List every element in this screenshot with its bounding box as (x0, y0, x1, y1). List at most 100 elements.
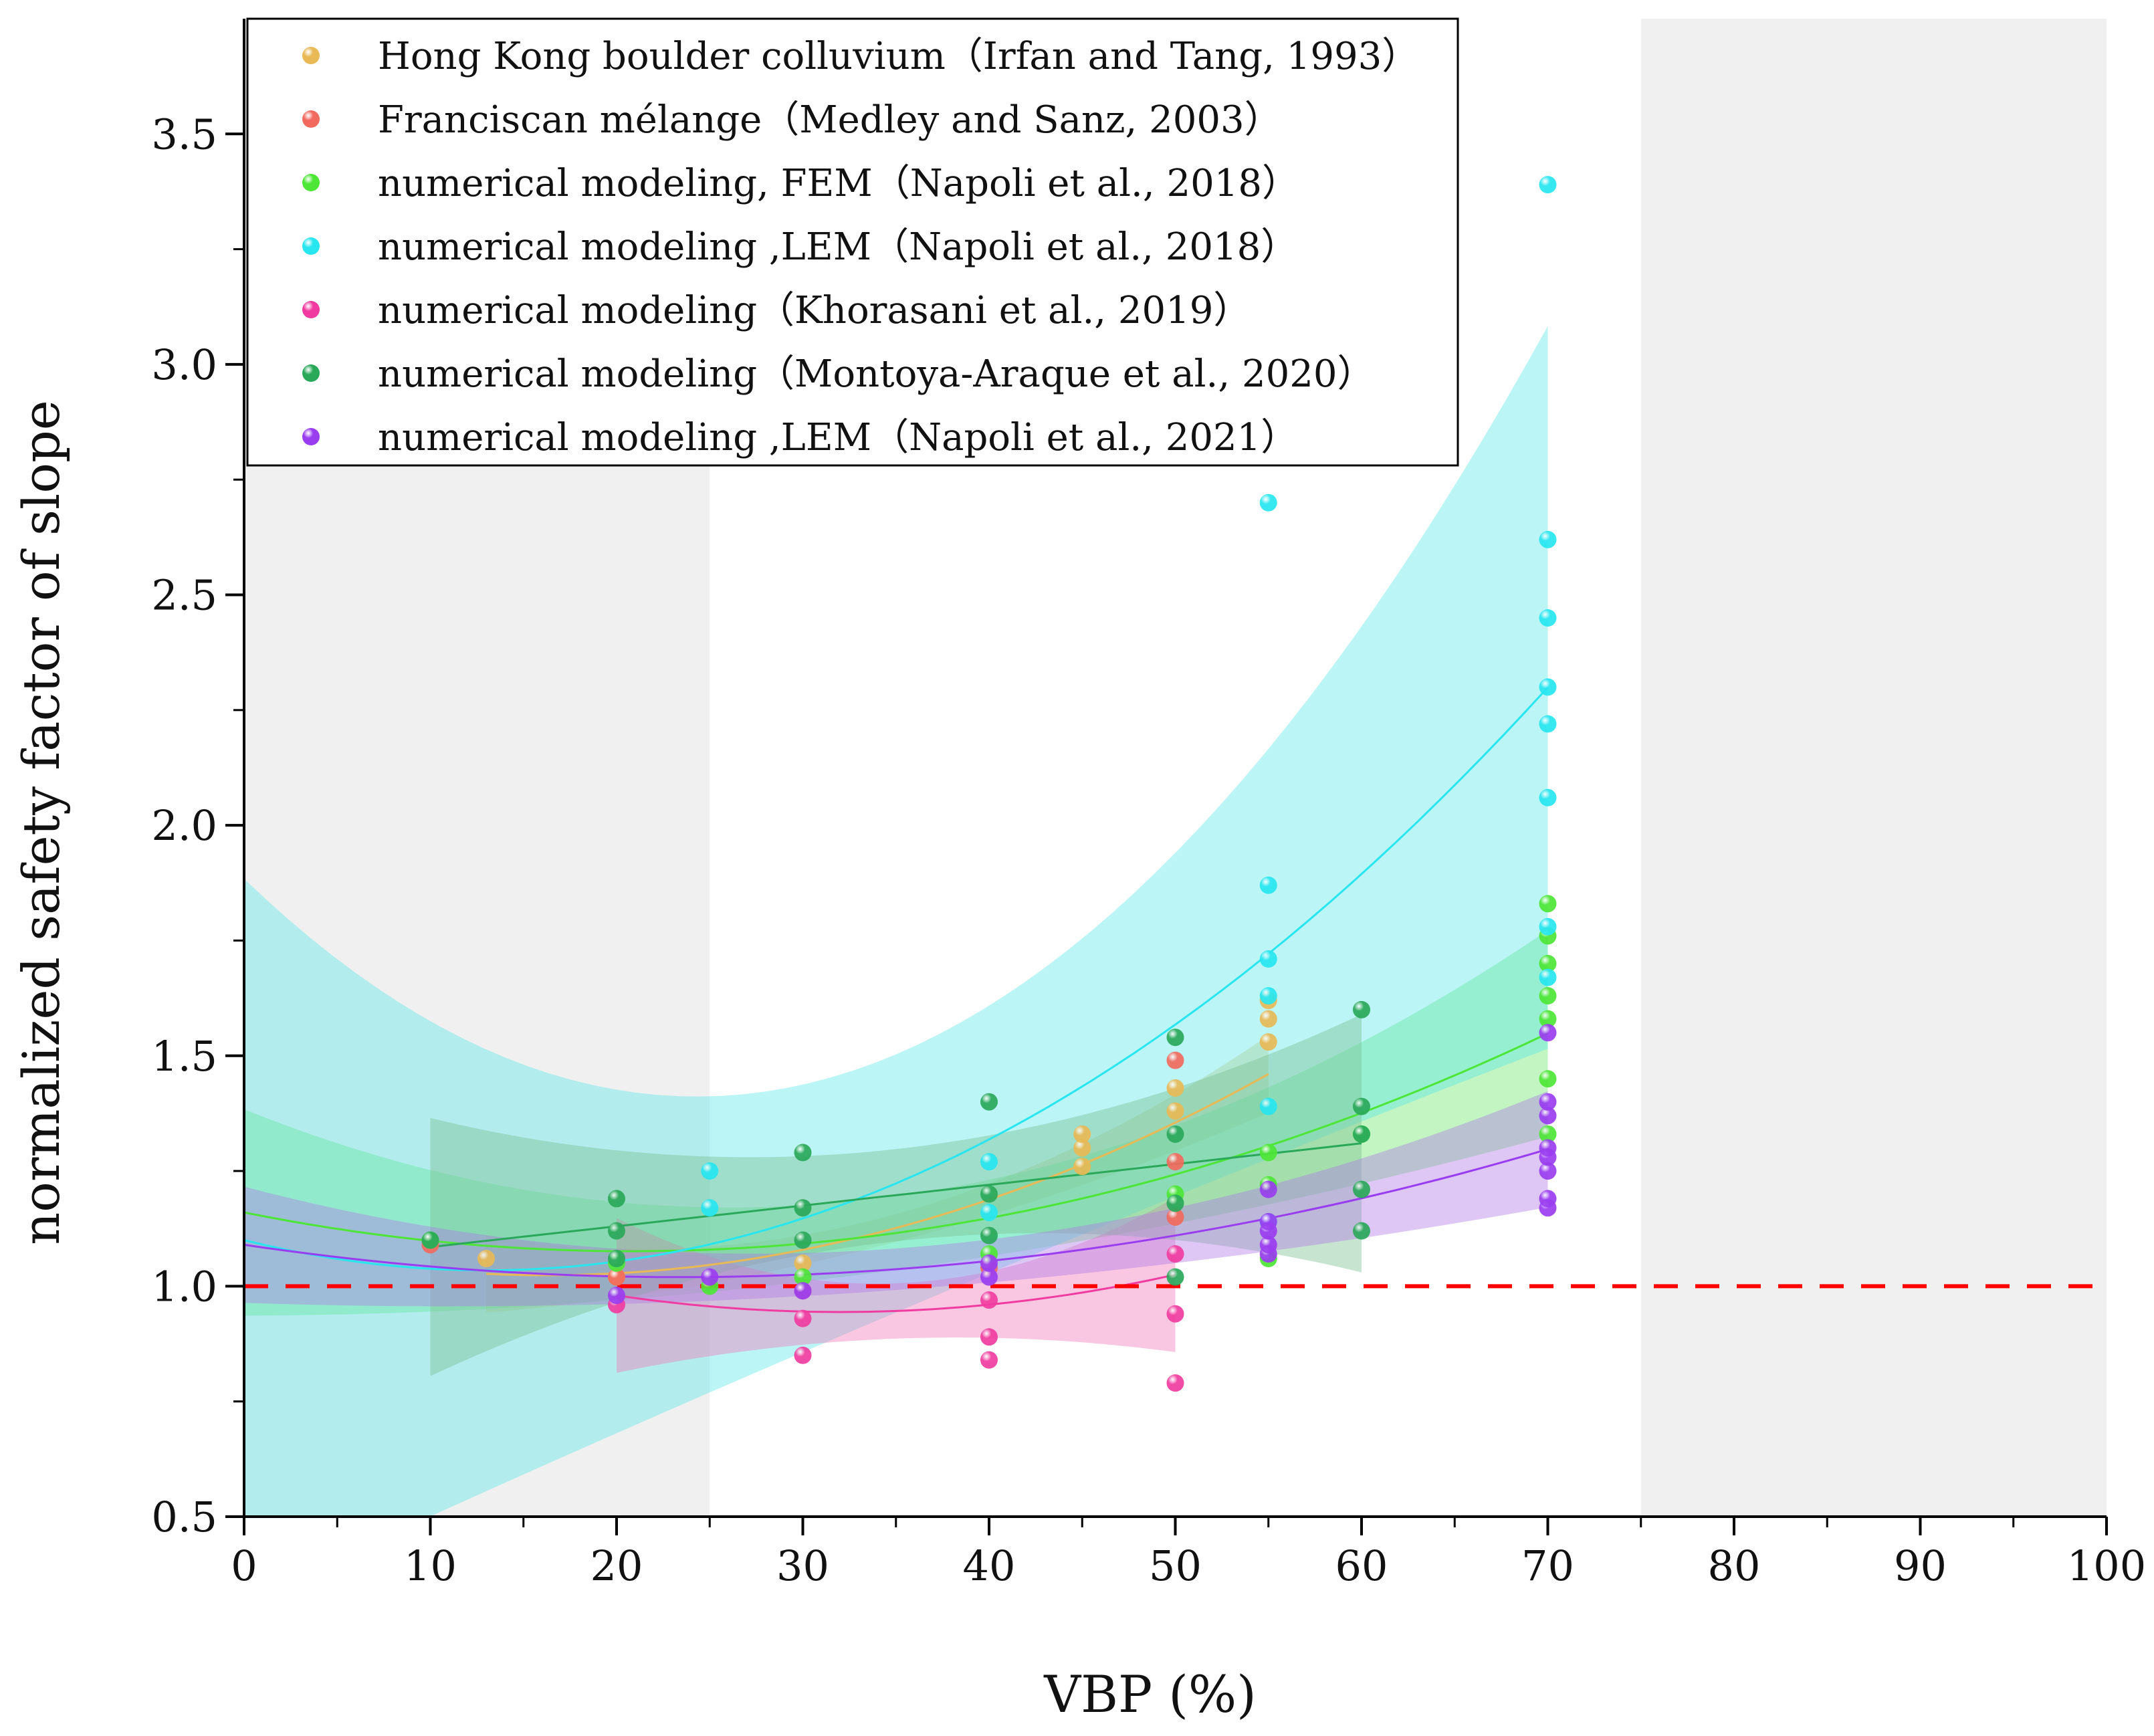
y-axis-title: normalized safety factor of slope (11, 400, 71, 1244)
point-hong-kong-boulder-colluvium-irfan-and-ta-5 (1073, 1125, 1091, 1143)
axes: 0 10 20 30 40 50 60 70 80 90 100 0.5 1.0 1.5 2.0 2.5 3.0… (151, 19, 2146, 1590)
point-franciscan-m-lange-medley-and-sanz-2003-6 (1166, 1051, 1184, 1069)
point-numerical-modeling-lem-napoli-et-al-2018-17 (1539, 176, 1557, 194)
y-tick-label-1.5: 1.5 (151, 1032, 217, 1081)
point-numerical-modeling-khorasani-et-al-2019-1 (794, 1309, 812, 1327)
point-numerical-modeling-montoya-araque-et-al--1 (608, 1190, 625, 1208)
point-numerical-modeling-lem-napoli-et-al-2018-10 (1539, 968, 1557, 986)
point-numerical-modeling-khorasani-et-al-2019-8 (1166, 1374, 1184, 1392)
point-numerical-modeling-montoya-araque-et-al--0 (421, 1231, 439, 1249)
point-numerical-modeling-montoya-araque-et-al--6 (794, 1231, 812, 1249)
point-numerical-modeling-lem-napoli-et-al-2021-16 (1539, 1093, 1557, 1111)
legend-marker-numerical-modeling-fem-napoli-et-al-2018 (302, 174, 320, 191)
legend-label-numerical-modeling-montoya-araque-et-al-: numerical modeling（Montoya-Araque et al.… (378, 352, 1374, 396)
x-tick-label-0: 0 (231, 1541, 257, 1590)
point-numerical-modeling-montoya-araque-et-al--14 (1353, 1000, 1370, 1018)
point-numerical-modeling-lem-napoli-et-al-2018-13 (1539, 715, 1557, 733)
point-numerical-modeling-lem-napoli-et-al-2021-6 (1259, 1236, 1277, 1254)
point-numerical-modeling-lem-napoli-et-al-2018-11 (1539, 917, 1557, 936)
point-numerical-modeling-lem-napoli-et-al-2018-3 (980, 1153, 998, 1171)
point-numerical-modeling-khorasani-et-al-2019-4 (980, 1328, 998, 1346)
point-numerical-modeling-lem-napoli-et-al-2021-3 (980, 1268, 998, 1286)
point-numerical-modeling-lem-napoli-et-al-2021-9 (1259, 1180, 1277, 1198)
point-numerical-modeling-montoya-araque-et-al--9 (980, 1226, 998, 1244)
point-numerical-modeling-lem-napoli-et-al-2018-7 (1259, 950, 1277, 968)
point-numerical-modeling-montoya-araque-et-al--10 (1166, 1028, 1184, 1047)
x-tick-label-30: 30 (776, 1541, 829, 1590)
point-numerical-modeling-lem-napoli-et-al-2021-8 (1259, 1212, 1277, 1230)
legend-label-hong-kong-boulder-colluvium-irfan-and-ta: Hong Kong boulder colluvium（Irfan and Ta… (378, 35, 1419, 78)
point-numerical-modeling-khorasani-et-al-2019-6 (1166, 1245, 1184, 1263)
point-numerical-modeling-lem-napoli-et-al-2021-15 (1539, 1107, 1557, 1125)
point-numerical-modeling-lem-napoli-et-al-2021-11 (1539, 1190, 1557, 1208)
point-hong-kong-boulder-colluvium-irfan-and-ta-4 (1073, 1139, 1091, 1157)
point-numerical-modeling-fem-napoli-et-al-2018-3 (794, 1268, 812, 1286)
point-franciscan-m-lange-medley-and-sanz-2003-1 (608, 1268, 625, 1286)
band-hong-kong-boulder-colluvium-irfan-and-ta (486, 1035, 1269, 1313)
x-tick-label-40: 40 (963, 1541, 1016, 1590)
point-franciscan-m-lange-medley-and-sanz-2003-4 (1166, 1208, 1184, 1226)
point-numerical-modeling-montoya-araque-et-al--4 (794, 1144, 812, 1162)
point-numerical-modeling-montoya-araque-et-al--7 (980, 1093, 998, 1111)
point-numerical-modeling-montoya-araque-et-al--18 (1353, 1222, 1370, 1240)
x-tick-label-80: 80 (1708, 1541, 1761, 1590)
point-numerical-modeling-lem-napoli-et-al-2021-0 (608, 1287, 625, 1305)
point-numerical-modeling-lem-napoli-et-al-2018-5 (1259, 1097, 1277, 1115)
point-numerical-modeling-lem-napoli-et-al-2018-12 (1539, 788, 1557, 806)
band-numerical-modeling-lem-napoli-et-al-2018 (244, 326, 1548, 1517)
point-numerical-modeling-montoya-araque-et-al--16 (1353, 1125, 1370, 1143)
legend-marker-numerical-modeling-montoya-araque-et-al- (302, 364, 320, 382)
y-tick-label-0.5: 0.5 (151, 1493, 217, 1541)
legend-label-numerical-modeling-khorasani-et-al-2019: numerical modeling（Khorasani et al., 201… (378, 289, 1251, 332)
point-numerical-modeling-montoya-araque-et-al--2 (608, 1222, 625, 1240)
point-numerical-modeling-lem-napoli-et-al-2018-2 (980, 1204, 998, 1222)
point-hong-kong-boulder-colluvium-irfan-and-ta-7 (1166, 1079, 1184, 1097)
point-numerical-modeling-fem-napoli-et-al-2018-10 (1539, 1125, 1557, 1143)
legend-marker-numerical-modeling-lem-napoli-et-al-2018 (302, 237, 320, 255)
point-numerical-modeling-montoya-araque-et-al--3 (608, 1250, 625, 1268)
point-numerical-modeling-montoya-araque-et-al--12 (1166, 1194, 1184, 1212)
data-points (421, 176, 1557, 1392)
band-numerical-modeling-fem-napoli-et-al-2018 (244, 930, 1548, 1316)
point-numerical-modeling-khorasani-et-al-2019-7 (1166, 1305, 1184, 1323)
legend-marker-franciscan-m-lange-medley-and-sanz-2003 (302, 110, 320, 128)
point-numerical-modeling-montoya-araque-et-al--17 (1353, 1180, 1370, 1198)
legend: Hong Kong boulder colluvium（Irfan and Ta… (246, 17, 1459, 467)
y-tick-label-3.0: 3.0 (151, 340, 217, 389)
x-tick-label-70: 70 (1521, 1541, 1574, 1590)
point-numerical-modeling-montoya-araque-et-al--8 (980, 1185, 998, 1203)
point-numerical-modeling-lem-napoli-et-al-2018-9 (1259, 494, 1277, 512)
point-numerical-modeling-khorasani-et-al-2019-2 (794, 1346, 812, 1364)
x-tick-label-50: 50 (1149, 1541, 1202, 1590)
point-numerical-modeling-lem-napoli-et-al-2018-14 (1539, 678, 1557, 696)
shaded-region-1 (1640, 19, 2107, 1517)
legend-box (246, 17, 1459, 467)
legend-label-numerical-modeling-fem-napoli-et-al-2018: numerical modeling, FEM（Napoli et al., 2… (378, 162, 1299, 205)
point-numerical-modeling-lem-napoli-et-al-2021-1 (701, 1268, 719, 1286)
legend-label-numerical-modeling-lem-napoli-et-al-2018: numerical modeling ,LEM（Napoli et al., 2… (378, 225, 1298, 269)
point-numerical-modeling-lem-napoli-et-al-2018-16 (1539, 530, 1557, 548)
x-axis-title: VBP (%) (1043, 1664, 1257, 1724)
legend-marker-hong-kong-boulder-colluvium-irfan-and-ta (302, 47, 320, 64)
point-numerical-modeling-montoya-araque-et-al--11 (1166, 1125, 1184, 1143)
fit-line-numerical-modeling-lem-napoli-et-al-2021 (244, 1148, 1548, 1279)
fit-line-numerical-modeling-montoya-araque-et-al- (430, 1142, 1362, 1249)
point-numerical-modeling-fem-napoli-et-al-2018-11 (1539, 1070, 1557, 1088)
point-hong-kong-boulder-colluvium-irfan-and-ta-2 (794, 1254, 812, 1272)
legend-marker-numerical-modeling-lem-napoli-et-al-2021 (302, 428, 320, 445)
point-hong-kong-boulder-colluvium-irfan-and-ta-3 (1073, 1158, 1091, 1176)
point-numerical-modeling-lem-napoli-et-al-2021-17 (1539, 1024, 1557, 1042)
point-numerical-modeling-fem-napoli-et-al-2018-12 (1539, 1010, 1557, 1028)
x-tick-label-90: 90 (1894, 1541, 1947, 1590)
point-numerical-modeling-lem-napoli-et-al-2018-0 (701, 1199, 719, 1217)
point-numerical-modeling-lem-napoli-et-al-2021-4 (980, 1254, 998, 1272)
point-numerical-modeling-fem-napoli-et-al-2018-8 (1259, 1144, 1277, 1162)
band-numerical-modeling-khorasani-et-al-2019 (617, 1197, 1176, 1373)
point-numerical-modeling-lem-napoli-et-al-2018-15 (1539, 609, 1557, 627)
point-numerical-modeling-lem-napoli-et-al-2018-8 (1259, 876, 1277, 894)
y-tick-label-2.0: 2.0 (151, 801, 217, 850)
point-hong-kong-boulder-colluvium-irfan-and-ta-0 (477, 1250, 496, 1268)
x-tick-label-60: 60 (1335, 1541, 1388, 1590)
point-numerical-modeling-montoya-araque-et-al--13 (1166, 1268, 1184, 1286)
